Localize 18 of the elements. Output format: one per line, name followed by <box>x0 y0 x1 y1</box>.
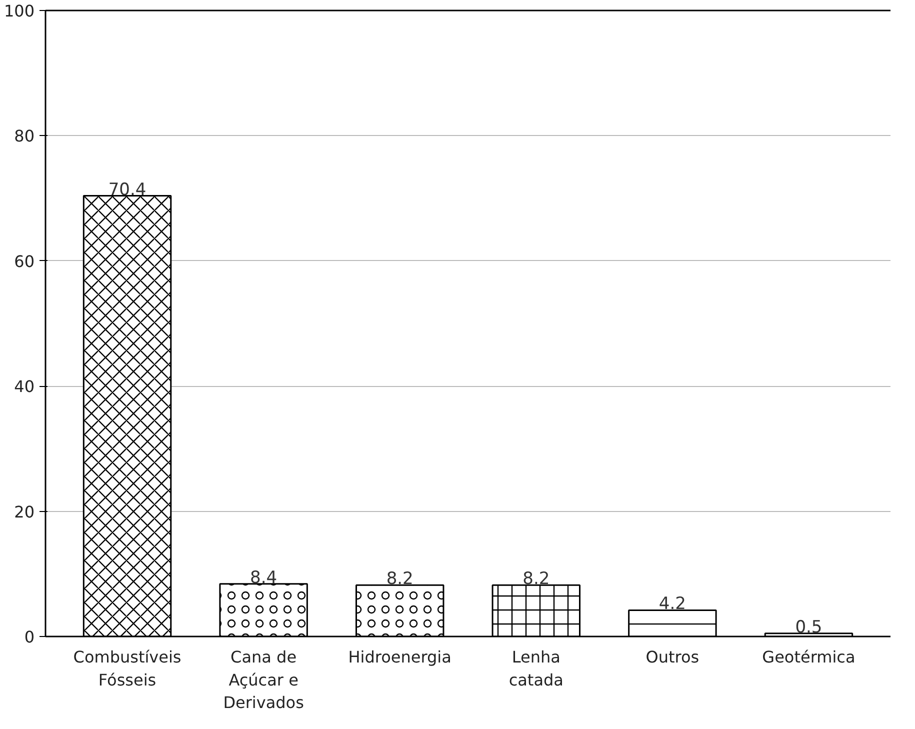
data-label: 0.5 <box>795 617 822 638</box>
y-tick-label: 0 <box>24 628 35 646</box>
x-tick-label: Lenha catada <box>508 648 564 690</box>
x-tick-label: Cana de Açúcar e Derivados <box>223 648 304 712</box>
y-tick-label: 80 <box>14 126 34 146</box>
data-label: 4.2 <box>658 594 686 614</box>
y-tick-label: 40 <box>14 377 34 396</box>
y-tick-label: 20 <box>14 502 34 522</box>
x-tick-label: Hidroenergia <box>348 648 452 666</box>
y-tick-label: 100 <box>4 2 35 20</box>
x-tick-label: Geotérmica <box>762 648 856 666</box>
data-label: 8.2 <box>386 569 414 590</box>
x-tick-label: Outros <box>646 648 700 666</box>
x-tick-label: Combustíveis Fósseis <box>73 648 182 690</box>
data-label: 8.2 <box>522 569 550 590</box>
y-tick-label: 60 <box>14 252 34 271</box>
data-label: 70.4 <box>108 180 146 200</box>
data-label: 8.4 <box>250 568 278 588</box>
